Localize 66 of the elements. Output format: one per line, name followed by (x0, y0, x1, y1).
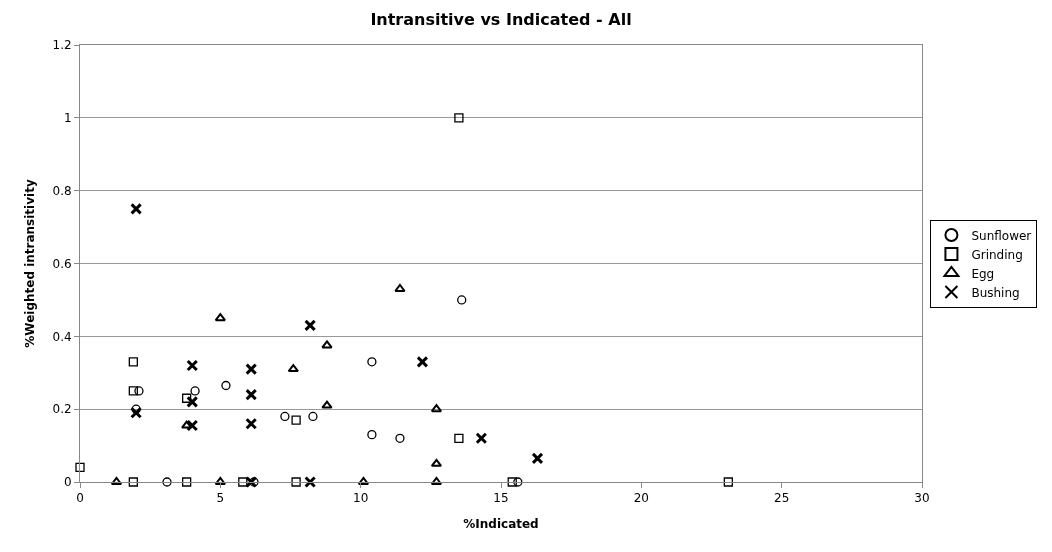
y-tick-label: 1.2 (52, 38, 72, 53)
point (190, 386, 200, 396)
point (395, 433, 405, 443)
point (245, 363, 258, 376)
point (304, 319, 317, 332)
point (531, 452, 544, 465)
point (245, 388, 258, 401)
point (181, 420, 193, 429)
x-axis-title: %Indicated (463, 517, 539, 532)
point (291, 477, 301, 487)
point (186, 359, 199, 372)
x-tick-label: 20 (633, 491, 649, 506)
point (128, 386, 138, 396)
point (128, 357, 138, 367)
point (475, 432, 488, 445)
point (394, 283, 406, 292)
point (134, 386, 144, 396)
point (130, 406, 143, 419)
point (245, 476, 258, 488)
point (182, 393, 192, 403)
point (507, 477, 517, 487)
point (454, 113, 464, 123)
point (513, 477, 523, 487)
x-tick-label: 15 (493, 491, 509, 506)
x-tick-label: 30 (914, 491, 930, 506)
x-tick-label: 5 (216, 491, 225, 506)
point (186, 395, 199, 408)
point (321, 340, 333, 349)
point (367, 430, 377, 440)
point (131, 404, 141, 414)
point (280, 411, 290, 422)
x-tick-label: 0 (76, 491, 84, 506)
legend-label: Sunflower (971, 228, 1032, 243)
y-tick-label: 0.6 (52, 256, 72, 271)
point (723, 477, 733, 487)
x-tick-label: 25 (774, 491, 790, 506)
point (304, 476, 317, 488)
point (221, 380, 231, 391)
point (162, 477, 172, 487)
y-tick-label: 1 (63, 111, 72, 126)
legend-label: Egg (971, 266, 995, 281)
legend-label: Bushing (971, 285, 1020, 300)
point (321, 400, 333, 409)
point (287, 364, 299, 373)
point (367, 357, 377, 367)
point (416, 355, 429, 368)
point (245, 417, 258, 430)
point (214, 313, 226, 322)
y-tick-label: 0.4 (52, 329, 72, 344)
point (182, 477, 192, 487)
x-tick-label: 10 (353, 491, 369, 506)
point (186, 419, 199, 432)
point (75, 462, 85, 473)
point (457, 295, 467, 305)
point (291, 415, 301, 425)
point (130, 202, 143, 215)
point (238, 477, 248, 487)
chart-title: Intransitive vs Indicated - All (370, 10, 632, 29)
point (454, 433, 464, 443)
point (308, 411, 318, 422)
y-axis-title: %Weighted intransitivity (22, 179, 37, 348)
legend-label: Grinding (971, 247, 1023, 262)
y-tick-label: 0.2 (52, 402, 72, 417)
y-tick-label: 0 (63, 475, 72, 490)
y-tick-label: 0.8 (52, 183, 72, 198)
point (128, 477, 138, 487)
